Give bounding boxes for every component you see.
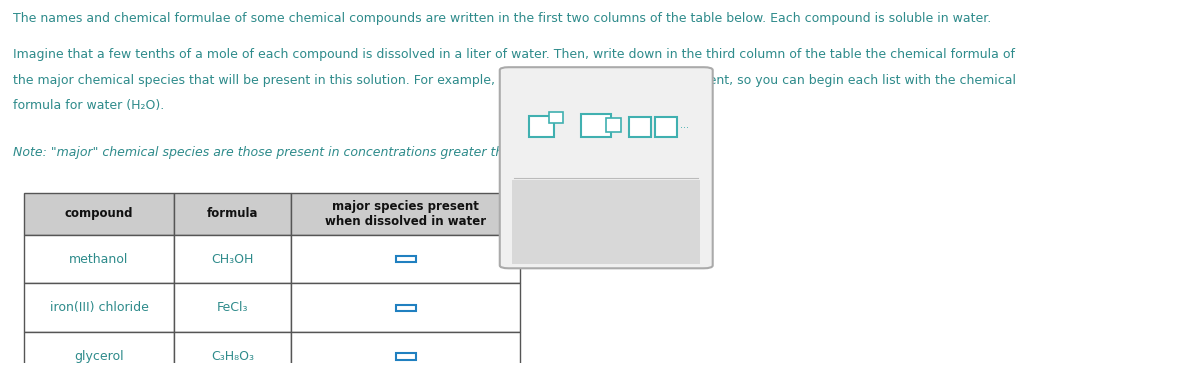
Text: Imagine that a few tenths of a mole of each compound is dissolved in a liter of : Imagine that a few tenths of a mole of e… <box>12 48 1014 61</box>
Text: ↺: ↺ <box>594 217 608 235</box>
Bar <box>292 193 520 235</box>
Bar <box>24 193 174 235</box>
Bar <box>174 332 292 366</box>
Text: C₃H₈O₃: C₃H₈O₃ <box>211 350 254 363</box>
Text: methanol: methanol <box>70 253 128 266</box>
Bar <box>174 193 292 235</box>
Bar <box>548 112 563 123</box>
Bar <box>24 235 174 284</box>
Bar <box>24 284 174 332</box>
Bar <box>396 354 415 360</box>
Text: iron(III) chloride: iron(III) chloride <box>49 301 149 314</box>
Text: the major chemical species that will be present in this solution. For example, y: the major chemical species that will be … <box>12 74 1015 87</box>
Bar <box>529 116 554 137</box>
Bar <box>174 235 292 284</box>
Text: Note: "major" chemical species are those present in concentrations greater than : Note: "major" chemical species are those… <box>12 146 539 159</box>
Text: -6: -6 <box>577 140 587 150</box>
Text: CH₃OH: CH₃OH <box>211 253 254 266</box>
Bar <box>292 235 520 284</box>
Text: The names and chemical formulae of some chemical compounds are written in the fi: The names and chemical formulae of some … <box>12 12 991 25</box>
Bar <box>24 332 174 366</box>
Bar <box>512 180 701 264</box>
Text: FeCl₃: FeCl₃ <box>217 301 248 314</box>
Bar <box>606 119 622 132</box>
FancyBboxPatch shape <box>499 67 713 268</box>
Bar <box>292 332 520 366</box>
Bar <box>396 256 415 262</box>
Bar <box>655 117 677 137</box>
Bar <box>581 114 611 137</box>
Text: ...: ... <box>680 120 689 130</box>
Bar <box>292 284 520 332</box>
Text: glycerol: glycerol <box>74 350 124 363</box>
Text: formula for water (H₂O).: formula for water (H₂O). <box>12 99 163 112</box>
Text: ?: ? <box>660 217 670 235</box>
Bar <box>629 117 652 137</box>
Text: major species present
when dissolved in water: major species present when dissolved in … <box>325 200 486 228</box>
Text: compound: compound <box>65 208 133 220</box>
Text: ×: × <box>534 217 550 235</box>
Text: formula: formula <box>206 208 258 220</box>
Bar <box>396 305 415 311</box>
Text: mol/L.: mol/L. <box>593 146 635 159</box>
Bar <box>174 284 292 332</box>
